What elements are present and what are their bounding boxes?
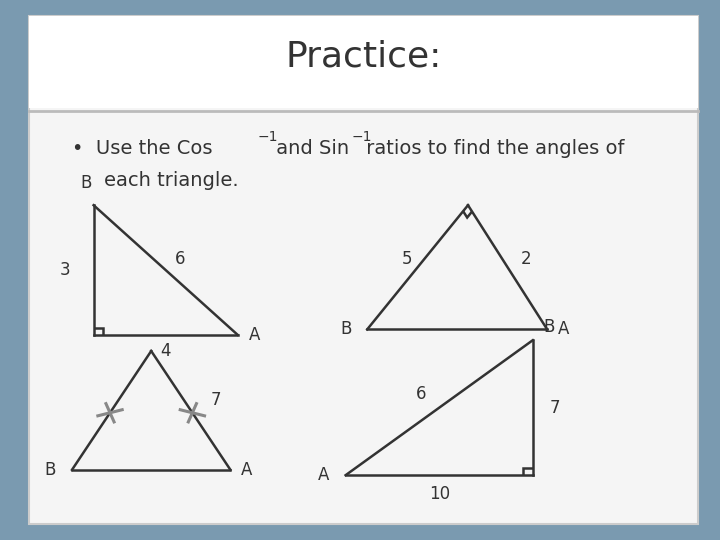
Text: A: A (318, 466, 330, 484)
Text: B: B (340, 320, 351, 339)
Text: 5: 5 (402, 250, 412, 268)
Text: ratios to find the angles of: ratios to find the angles of (360, 139, 624, 158)
Text: A: A (241, 461, 253, 479)
Text: 7: 7 (211, 390, 221, 409)
Text: −1: −1 (351, 130, 372, 144)
Text: each triangle.: each triangle. (104, 171, 239, 191)
Text: −1: −1 (258, 130, 278, 144)
Text: 6: 6 (416, 385, 426, 403)
Text: A: A (248, 326, 260, 344)
Text: Practice:: Practice: (285, 40, 442, 73)
Text: 4: 4 (161, 342, 171, 360)
Text: 3: 3 (60, 261, 70, 279)
Text: 2: 2 (521, 250, 531, 268)
Text: B: B (544, 318, 555, 336)
Text: A: A (558, 320, 570, 339)
Text: B: B (81, 174, 92, 192)
Text: B: B (45, 461, 56, 479)
Text: 10: 10 (428, 485, 450, 503)
Bar (29, 16, 698, 108)
Text: 6: 6 (175, 250, 185, 268)
Text: and Sin: and Sin (270, 139, 349, 158)
Text: 7: 7 (549, 399, 559, 417)
Text: •  Use the Cos: • Use the Cos (72, 139, 212, 158)
